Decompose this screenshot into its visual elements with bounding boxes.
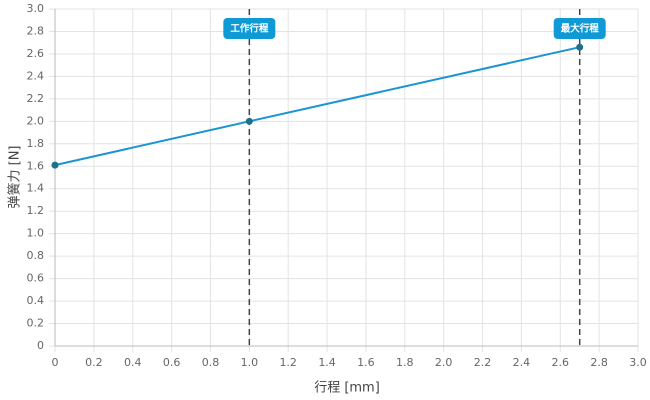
y-tick-label: 2.8 xyxy=(27,24,45,37)
data-point xyxy=(245,117,253,125)
annotation-label: 工作行程 xyxy=(230,23,269,35)
y-tick-label: 0.2 xyxy=(27,317,45,330)
y-tick-label: 0.8 xyxy=(27,249,45,262)
y-tick-label: 1.8 xyxy=(27,137,45,150)
x-tick-label: 1.6 xyxy=(357,356,375,369)
x-tick-label: 0.8 xyxy=(202,356,220,369)
y-axis-title: 弹簧力 [N] xyxy=(7,145,23,208)
y-tick-label: 2.0 xyxy=(27,114,45,127)
data-line xyxy=(54,46,580,167)
y-tick-label: 0.4 xyxy=(27,294,45,307)
x-tick-label: 2.4 xyxy=(513,356,531,369)
y-tick-label: 3.0 xyxy=(27,2,45,15)
x-tick-label: 0.6 xyxy=(163,356,181,369)
annotation-label: 最大行程 xyxy=(561,23,600,35)
y-tick-label: 0 xyxy=(37,339,44,352)
data-point xyxy=(576,43,584,51)
annotation-box xyxy=(223,18,276,39)
y-tick-label: 2.4 xyxy=(27,69,45,82)
x-tick-label: 1.0 xyxy=(241,356,259,369)
y-tick-label: 2.6 xyxy=(27,47,45,60)
annotation-box xyxy=(553,18,606,39)
x-tick-label: 2.0 xyxy=(435,356,453,369)
x-tick-label: 3.0 xyxy=(629,356,647,369)
x-tick-label: 0.4 xyxy=(124,356,142,369)
x-tick-label: 0.2 xyxy=(85,356,103,369)
x-axis-title: 行程 [mm] xyxy=(314,381,380,396)
x-tick-label: 1.2 xyxy=(279,356,297,369)
x-tick-label: 2.8 xyxy=(590,356,608,369)
y-tick-label: 1.2 xyxy=(27,204,45,217)
y-tick-label: 2.2 xyxy=(27,92,45,105)
x-tick-label: 1.8 xyxy=(396,356,414,369)
data-point xyxy=(51,161,59,169)
y-tick-label: 1.6 xyxy=(27,159,45,172)
y-tick-label: 1.4 xyxy=(27,182,45,195)
y-tick-label: 1.0 xyxy=(27,227,45,240)
y-tick-label: 0.6 xyxy=(27,272,45,285)
x-tick-label: 1.4 xyxy=(318,356,336,369)
x-tick-label: 2.6 xyxy=(552,356,570,369)
x-tick-label: 2.2 xyxy=(474,356,492,369)
x-tick-label: 0 xyxy=(52,356,59,369)
